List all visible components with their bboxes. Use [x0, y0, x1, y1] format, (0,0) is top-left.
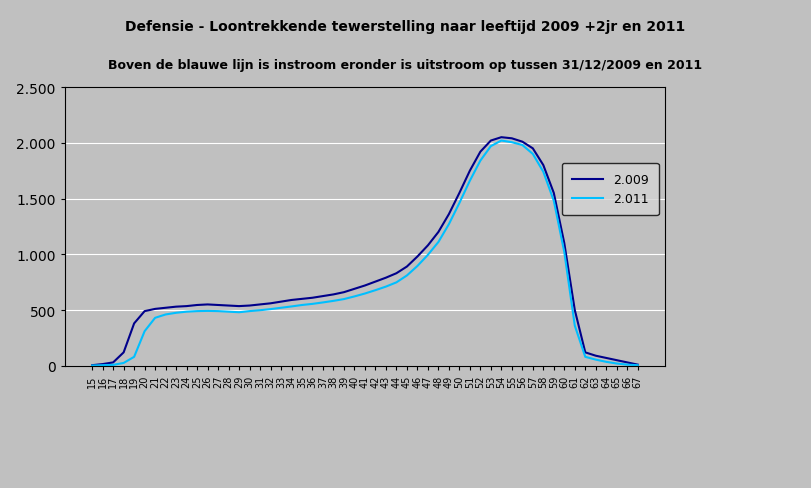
2.009	[633, 362, 642, 368]
Legend: 2.009, 2.011: 2.009, 2.011	[562, 163, 659, 216]
2.009	[413, 254, 423, 260]
Text: Boven de blauwe lijn is instroom eronder is uitstroom op tussen 31/12/2009 en 20: Boven de blauwe lijn is instroom eronder…	[109, 59, 702, 72]
Text: Defensie - Loontrekkende tewerstelling naar leeftijd 2009 +2jr en 2011: Defensie - Loontrekkende tewerstelling n…	[126, 20, 685, 34]
2.009	[234, 304, 244, 309]
Line: 2.011: 2.011	[92, 141, 637, 366]
2.011	[402, 273, 412, 279]
2.011	[413, 264, 423, 269]
2.011	[434, 240, 444, 245]
Line: 2.009: 2.009	[92, 138, 637, 366]
2.011	[234, 310, 244, 316]
2.009	[88, 363, 97, 368]
2.011	[88, 363, 97, 369]
2.009	[434, 229, 444, 235]
2.009	[496, 135, 506, 141]
2.011	[496, 138, 506, 144]
2.009	[402, 264, 412, 270]
2.011	[633, 363, 642, 368]
2.009	[517, 140, 527, 145]
2.011	[581, 354, 590, 360]
2.011	[517, 143, 527, 149]
2.009	[581, 350, 590, 356]
